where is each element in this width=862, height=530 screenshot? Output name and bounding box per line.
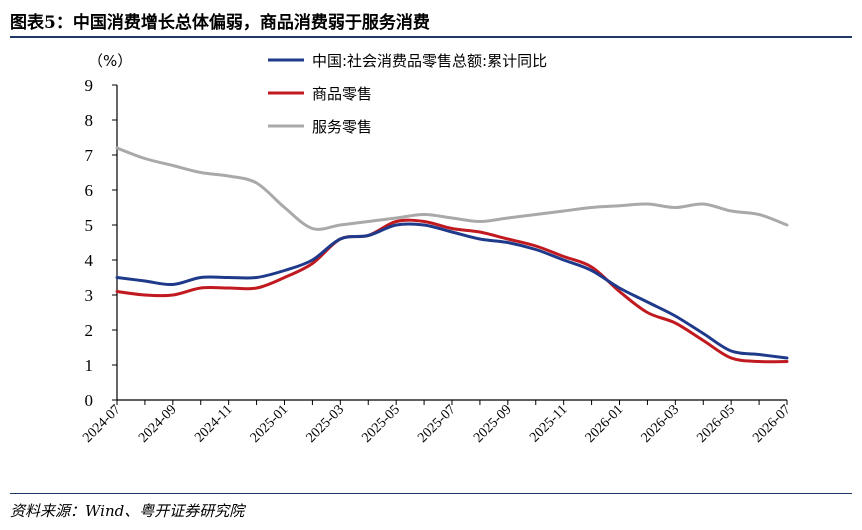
x-tick-label: 2025-11 [527, 402, 570, 445]
y-unit-label: （%） [88, 52, 132, 70]
y-tick-label: 8 [85, 111, 94, 130]
y-tick-label: 3 [85, 286, 94, 305]
x-tick-label: 2025-07 [415, 402, 459, 446]
figure-title: 图表5：中国消费增长总体偏弱，商品消费弱于服务消费 [10, 13, 430, 33]
source-note: 资料来源：Wind、粤开证券研究院 [10, 502, 245, 520]
y-tick-label: 4 [85, 251, 94, 270]
x-tick-label: 2025-03 [304, 402, 348, 446]
series-line-3 [115, 146, 789, 231]
x-tick-label: 2026-07 [750, 402, 794, 446]
x-tick-label: 2026-01 [583, 402, 627, 446]
series-line-1 [115, 222, 789, 360]
x-tick-label: 2025-01 [248, 402, 292, 446]
y-tick-label: 5 [85, 216, 94, 235]
x-tick-label: 2026-03 [639, 402, 683, 446]
x-tick-label: 2024-11 [192, 402, 235, 445]
x-tick-label: 2025-05 [359, 402, 403, 446]
series-group [115, 146, 789, 364]
title-divider [10, 36, 852, 38]
x-tick-label: 2025-09 [471, 402, 515, 446]
x-tick-label: 2024-09 [136, 402, 180, 446]
y-tick-label: 7 [85, 146, 94, 165]
legend-label-2: 商品零售 [312, 85, 372, 103]
series-line-2 [115, 218, 789, 364]
source-divider [10, 493, 852, 494]
y-tick-label: 0 [85, 391, 94, 410]
y-tick-label: 2 [85, 321, 94, 340]
x-tick-label: 2026-05 [694, 402, 738, 446]
y-tick-label: 9 [85, 76, 94, 95]
legend-label-1: 中国:社会消费品零售总额:累计同比 [312, 52, 547, 70]
y-tick-label: 6 [85, 181, 94, 200]
legend-label-3: 服务零售 [312, 118, 372, 136]
y-tick-label: 1 [85, 356, 94, 375]
